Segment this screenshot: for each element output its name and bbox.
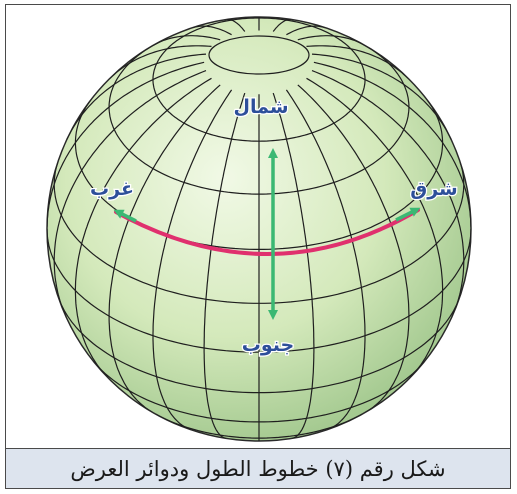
grid-line bbox=[227, 18, 246, 32]
globe-diagram: شمال جنوب شرق غرب bbox=[46, 16, 472, 442]
grid-line bbox=[297, 84, 410, 413]
grid-line bbox=[297, 35, 366, 46]
label-south: جنوب bbox=[242, 334, 294, 356]
grid-line bbox=[53, 70, 207, 318]
grid-line bbox=[108, 84, 221, 413]
grid-line bbox=[203, 92, 246, 439]
grid-line bbox=[272, 92, 315, 439]
grid-line bbox=[313, 61, 471, 227]
grid-line bbox=[152, 35, 221, 46]
caption-bar: شكل رقم (٧) خطوط الطول ودوائر العرض bbox=[6, 448, 510, 488]
equator-arc bbox=[114, 208, 420, 256]
figure-caption: شكل رقم (٧) خطوط الطول ودوائر العرض bbox=[70, 456, 446, 481]
grid-line bbox=[285, 89, 366, 431]
grid-line bbox=[66, 53, 207, 140]
grid-line bbox=[306, 45, 409, 79]
grid-line bbox=[47, 61, 205, 227]
label-east: شرق bbox=[410, 178, 458, 200]
globe-area: شمال جنوب شرق غرب bbox=[6, 5, 510, 448]
figure-frame: شمال جنوب شرق غرب شكل رقم (٧) خطوط الطول… bbox=[5, 4, 511, 489]
grid-line bbox=[272, 18, 291, 32]
arrow-west bbox=[113, 209, 137, 223]
grid-line bbox=[192, 25, 232, 36]
grid-line bbox=[109, 45, 212, 79]
lat-long-grid bbox=[47, 17, 471, 441]
label-north: شمال bbox=[233, 96, 288, 118]
polar-cap bbox=[208, 35, 310, 75]
grid-line bbox=[306, 77, 444, 378]
arrow-east bbox=[395, 207, 421, 222]
grid-line bbox=[311, 53, 452, 140]
grid-line bbox=[311, 70, 465, 318]
label-west: غرب bbox=[90, 178, 134, 200]
grid-line bbox=[286, 25, 326, 36]
grid-line bbox=[74, 77, 212, 378]
grid-line bbox=[152, 89, 233, 431]
